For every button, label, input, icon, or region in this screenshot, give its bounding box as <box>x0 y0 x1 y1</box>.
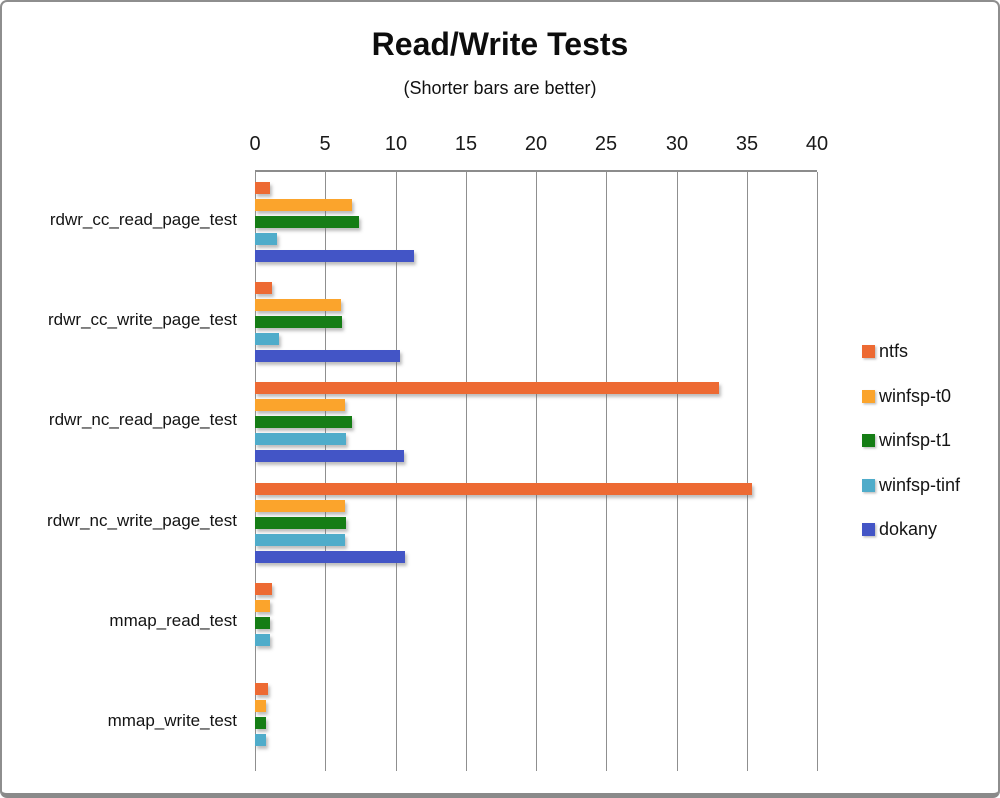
legend-swatch-winfsp-t0 <box>862 389 875 403</box>
bar-winfsp-tinf-mmap_read_test <box>255 634 270 646</box>
gridline-20 <box>536 172 537 771</box>
bar-winfsp-tinf-rdwr_nc_read_page_test <box>255 433 346 445</box>
legend-item-winfsp-t0: winfsp-t0 <box>862 385 952 406</box>
bar-winfsp-tinf-rdwr_nc_write_page_test <box>255 534 345 546</box>
legend-label-winfsp-tinf: winfsp-tinf <box>879 474 961 495</box>
legend-item-winfsp-t1: winfsp-t1 <box>862 429 952 450</box>
x-tick-label-35: 35 <box>735 133 759 155</box>
legend-swatch-winfsp-t1 <box>862 433 875 447</box>
bar-ntfs-rdwr_cc_read_page_test <box>255 182 270 194</box>
legend-swatch-ntfs <box>862 344 875 358</box>
gridline-25 <box>606 172 607 771</box>
gridline-35 <box>747 172 748 771</box>
bar-winfsp-t1-mmap_read_test <box>255 617 270 629</box>
legend-label-winfsp-t0: winfsp-t0 <box>879 385 952 406</box>
legend-item-dokany: dokany <box>862 518 938 539</box>
chart-title: Read/Write Tests <box>371 26 629 62</box>
bar-winfsp-t0-mmap_write_test <box>255 700 266 712</box>
bar-ntfs-rdwr_nc_write_page_test <box>255 483 752 495</box>
x-tick-label-40: 40 <box>805 133 829 155</box>
x-tick-label-5: 5 <box>319 133 331 155</box>
bar-dokany-rdwr_nc_write_page_test <box>255 551 405 563</box>
x-tick-label-15: 15 <box>454 133 478 155</box>
bar-winfsp-t0-mmap_read_test <box>255 600 270 612</box>
bar-winfsp-tinf-rdwr_cc_read_page_test <box>255 233 277 245</box>
legend-label-dokany: dokany <box>879 518 938 539</box>
bar-winfsp-t1-rdwr_nc_write_page_test <box>255 517 346 529</box>
bar-winfsp-t0-rdwr_nc_write_page_test <box>255 500 345 512</box>
bar-winfsp-tinf-mmap_write_test <box>255 734 266 746</box>
legend-swatch-winfsp-tinf <box>862 478 875 492</box>
bar-winfsp-t1-rdwr_cc_write_page_test <box>255 316 342 328</box>
legend-label-ntfs: ntfs <box>879 340 909 361</box>
bar-winfsp-t0-rdwr_cc_read_page_test <box>255 199 352 211</box>
x-tick-label-10: 10 <box>384 133 408 155</box>
bar-winfsp-t1-rdwr_nc_read_page_test <box>255 416 352 428</box>
x-tick-label-30: 30 <box>665 133 689 155</box>
gridline-30 <box>677 172 678 771</box>
category-label-mmap_write_test: mmap_write_test <box>107 711 237 730</box>
bar-winfsp-tinf-rdwr_cc_write_page_test <box>255 333 279 345</box>
x-tick-label-20: 20 <box>524 133 548 155</box>
x-tick-label-0: 0 <box>249 133 261 155</box>
gridline-40 <box>817 172 818 771</box>
category-label-rdwr_nc_write_page_test: rdwr_nc_write_page_test <box>47 511 237 530</box>
category-label-rdwr_cc_write_page_test: rdwr_cc_write_page_test <box>48 310 237 329</box>
chart-subtitle: (Shorter bars are better) <box>403 78 597 98</box>
legend-label-winfsp-t1: winfsp-t1 <box>879 429 952 450</box>
gridline-5 <box>325 172 326 771</box>
gridline-15 <box>466 172 467 771</box>
gridline-0 <box>255 172 256 771</box>
bar-ntfs-mmap_read_test <box>255 583 272 595</box>
bar-dokany-rdwr_cc_read_page_test <box>255 250 414 262</box>
bar-winfsp-t1-mmap_write_test <box>255 717 266 729</box>
bar-winfsp-t1-rdwr_cc_read_page_test <box>255 216 359 228</box>
bar-ntfs-mmap_write_test <box>255 683 268 695</box>
category-label-mmap_read_test: mmap_read_test <box>109 611 237 630</box>
bar-ntfs-rdwr_nc_read_page_test <box>255 382 719 394</box>
bar-dokany-rdwr_nc_read_page_test <box>255 450 404 462</box>
legend-item-ntfs: ntfs <box>862 340 909 361</box>
x-tick-label-25: 25 <box>594 133 618 155</box>
bar-dokany-rdwr_cc_write_page_test <box>255 350 400 362</box>
bar-winfsp-t0-rdwr_nc_read_page_test <box>255 399 345 411</box>
bar-ntfs-rdwr_cc_write_page_test <box>255 282 272 294</box>
bar-winfsp-t0-rdwr_cc_write_page_test <box>255 299 341 311</box>
legend-item-winfsp-tinf: winfsp-tinf <box>862 474 961 495</box>
category-label-rdwr_nc_read_page_test: rdwr_nc_read_page_test <box>48 410 237 429</box>
legend-swatch-dokany <box>862 522 875 536</box>
plot-area <box>255 170 818 771</box>
category-label-rdwr_cc_read_page_test: rdwr_cc_read_page_test <box>49 210 237 229</box>
gridline-10 <box>396 172 397 771</box>
